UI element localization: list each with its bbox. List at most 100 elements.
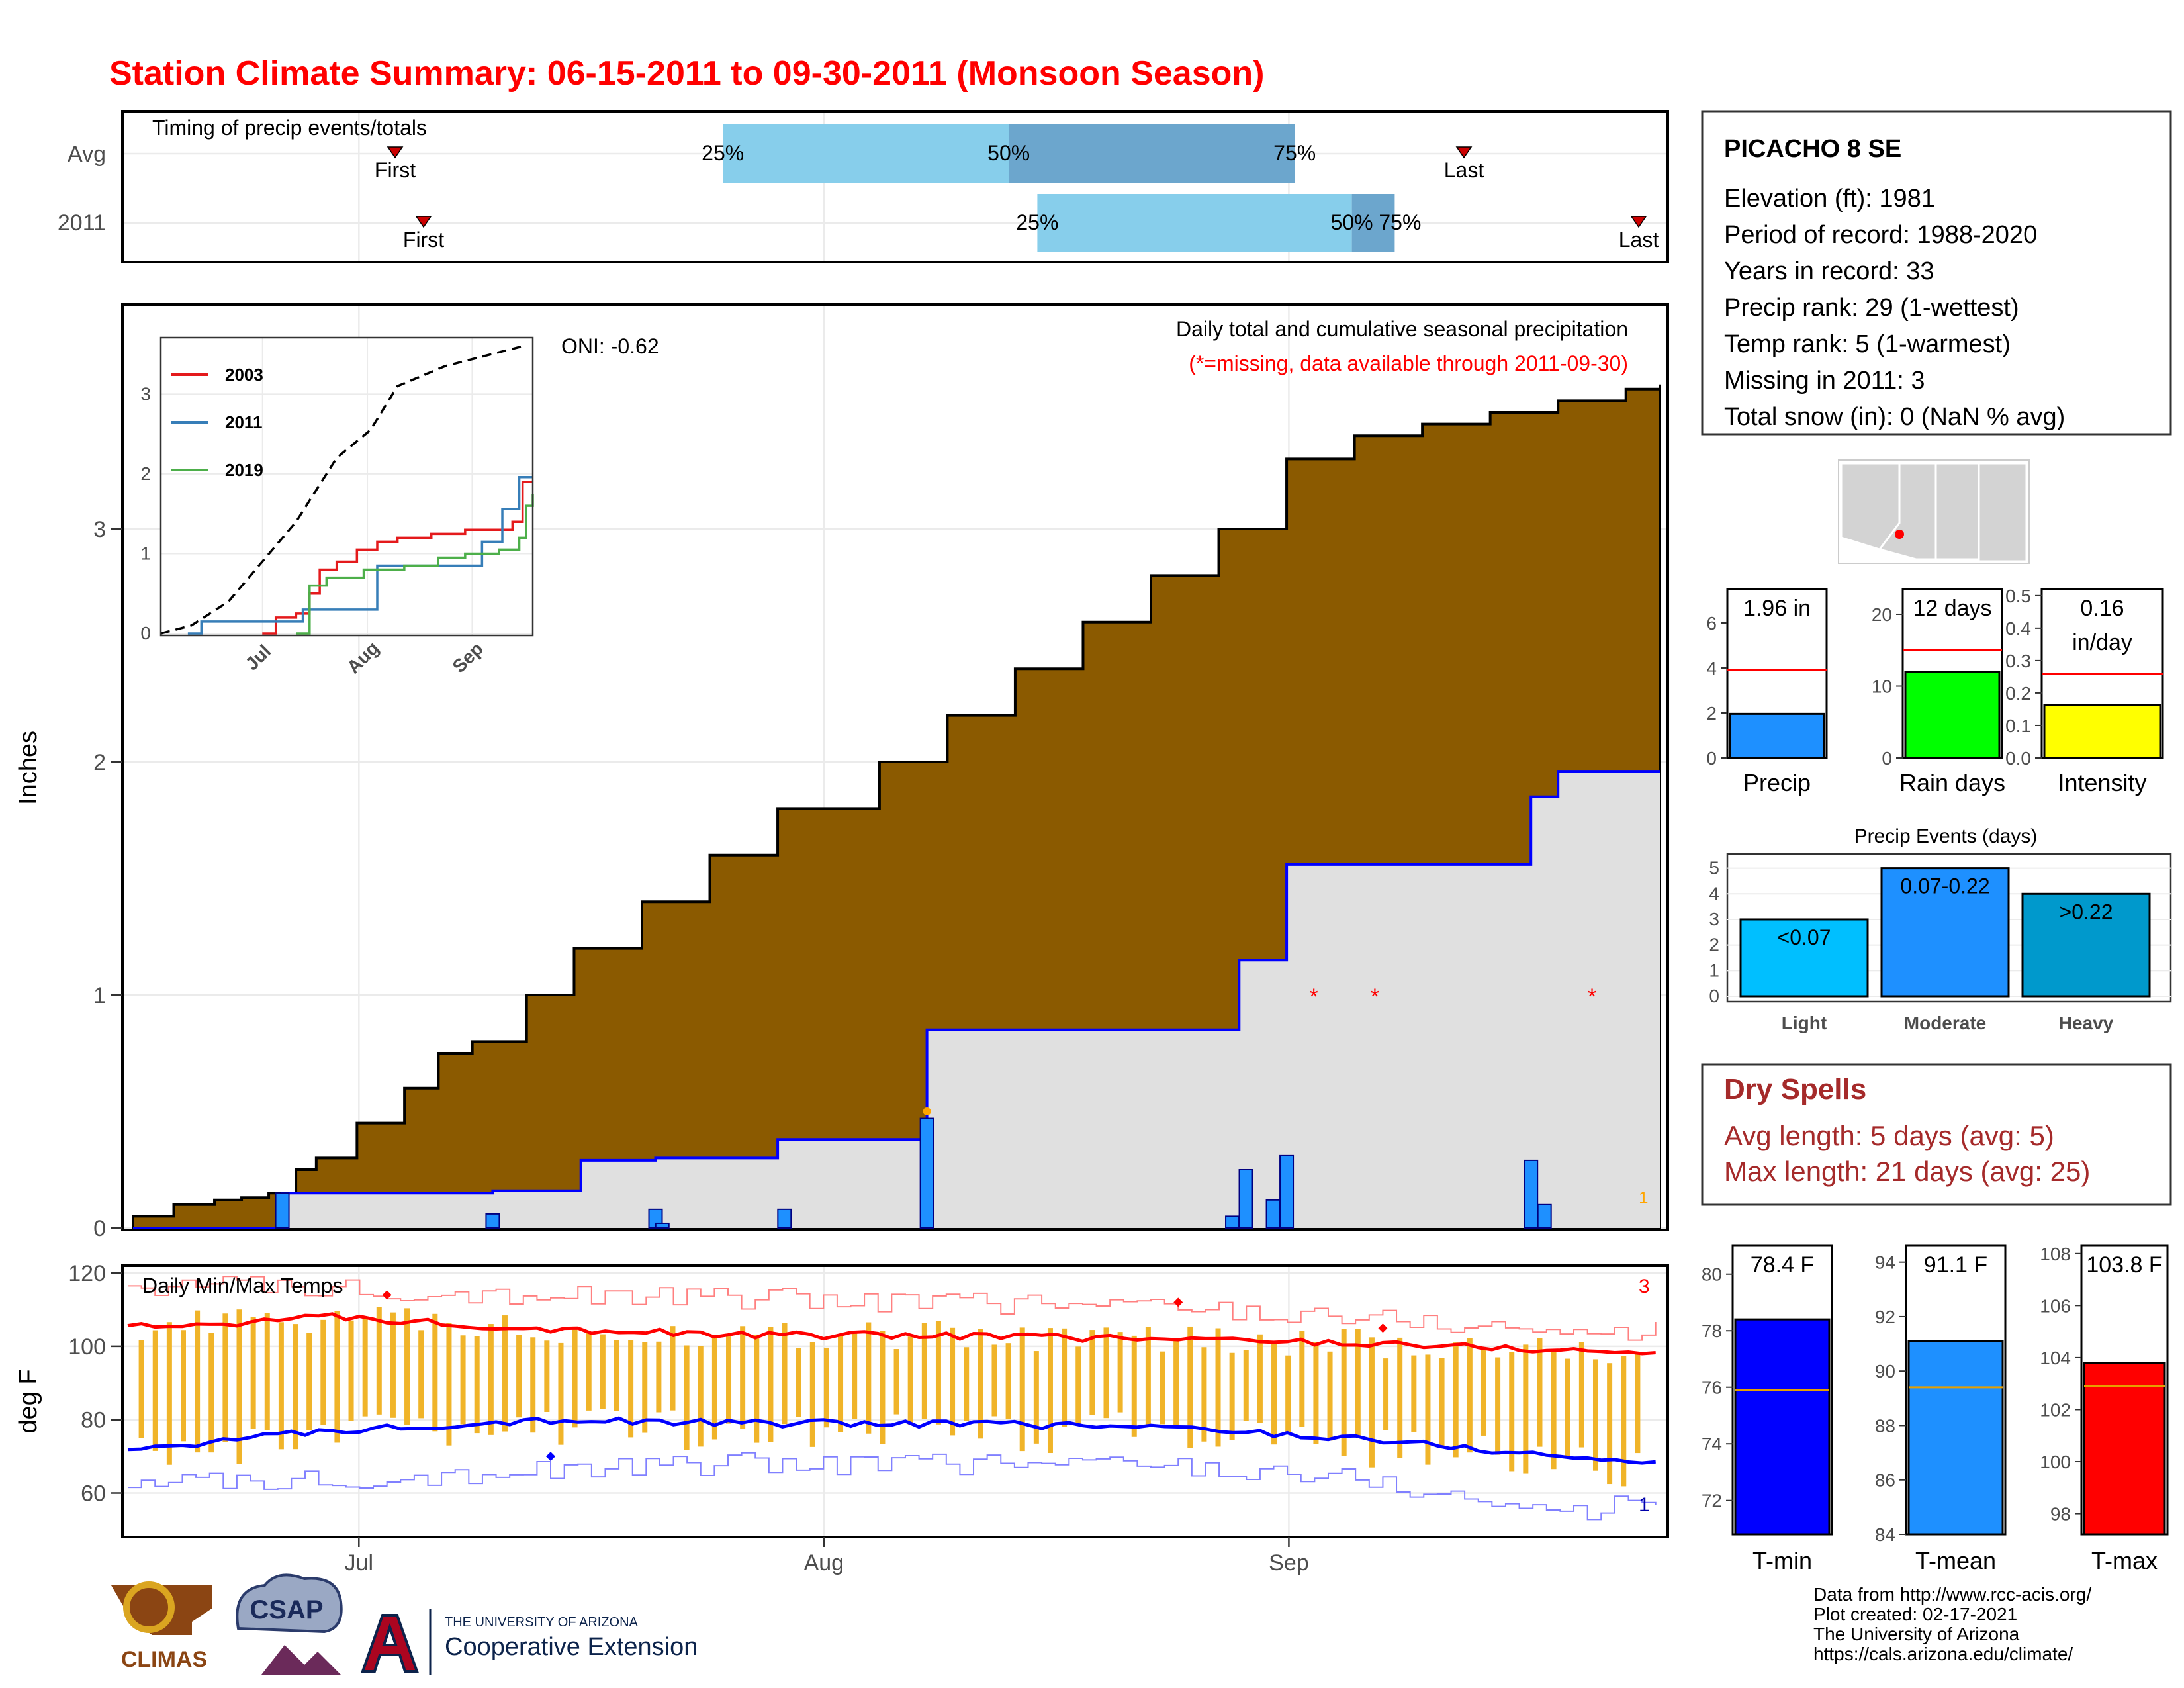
daily-temp-bar-189 xyxy=(1411,1355,1417,1432)
daily-temp-bar-187 xyxy=(1397,1337,1403,1458)
daily-temp-bar-104 xyxy=(838,1335,844,1432)
oni-label: ONI: -0.62 xyxy=(561,334,659,358)
inset-lines xyxy=(160,345,534,635)
station-period: Period of record: 1988-2020 xyxy=(1724,221,2037,249)
daily-temp-bar-180 xyxy=(1355,1329,1361,1437)
events-ytick-4: 4 xyxy=(1709,883,1719,904)
summary-ytick-2-1: 0.1 xyxy=(2005,716,2031,736)
daily-temp-bar-150 xyxy=(1145,1327,1151,1426)
tmax-record-marker-0 xyxy=(382,1290,392,1300)
timing-panel-border xyxy=(121,110,1669,263)
climas-logo: CLIMAS xyxy=(111,1581,212,1672)
inset-legend-label-2019: 2019 xyxy=(225,460,263,480)
inset-grid xyxy=(161,338,533,635)
summary-value-2: 0.16 xyxy=(2080,596,2124,621)
inset-ytick-0: 0 xyxy=(140,623,151,643)
timing-bar-q50-q75-1 xyxy=(1351,194,1395,252)
events-ytick-0: 0 xyxy=(1709,986,1719,1006)
daily-temp-bar-211 xyxy=(1565,1358,1570,1458)
temp-summary-ytick-2-0: 98 xyxy=(2050,1504,2071,1524)
daily-temp-bar-86 xyxy=(711,1335,717,1440)
daily-temp-bar-145 xyxy=(1117,1332,1123,1413)
tmax-record-count: 3 xyxy=(1639,1276,1650,1297)
temp-summary-label-2: T-max xyxy=(2091,1547,2158,1574)
daily-temp-bar-168 xyxy=(1271,1340,1277,1445)
timing-bars: 25% 50% 75% First Last 25% 50% 75% First Last xyxy=(375,124,1659,252)
tmax-record-marker-1 xyxy=(1173,1297,1183,1307)
daily-temp-bar-2 xyxy=(138,1340,144,1438)
tmin-record-count: 1 xyxy=(1639,1494,1650,1516)
daily-temp-bar-31 xyxy=(334,1311,340,1443)
temp-summary-ytick-2-2: 102 xyxy=(2040,1399,2071,1420)
tmin-record-marker-0 xyxy=(546,1452,556,1462)
precip-ytick-3: 3 xyxy=(93,517,106,542)
daily-temp-bar-47 xyxy=(446,1323,452,1446)
timing-row-label-2011: 2011 xyxy=(58,211,106,236)
daily-temp-bar-66 xyxy=(572,1326,578,1428)
daily-temp-bar-123 xyxy=(964,1347,970,1421)
daily-temp-bar-78 xyxy=(656,1341,662,1413)
temp-y-ticks: 60 80 100 120 xyxy=(68,1261,122,1507)
temp-summary-ytick-2-4: 106 xyxy=(2040,1295,2071,1316)
tmax-avg-line xyxy=(127,1312,1656,1356)
current-cumulative-area xyxy=(133,771,1660,1228)
month-label-Aug: Aug xyxy=(804,1550,844,1575)
figure-title: Station Climate Summary: 06-15-2011 to 0… xyxy=(109,54,1264,93)
temp-record-markers xyxy=(382,1290,1388,1462)
daily-temp-bar-201 xyxy=(1495,1357,1501,1455)
temp-summary-ytick-1-0: 84 xyxy=(1875,1524,1895,1545)
temp-ytick-0: 60 xyxy=(81,1481,106,1507)
timing-title: Timing of precip events/totals xyxy=(152,116,427,140)
daily-temp-bar-20 xyxy=(264,1313,270,1430)
dry-spells-max: Max length: 21 days (avg: 25) xyxy=(1724,1156,2090,1187)
daily-temp-bar-53 xyxy=(488,1324,494,1435)
temp-summary-ytick-1-1: 86 xyxy=(1875,1470,1895,1491)
daily-temp-bar-156 xyxy=(1187,1326,1193,1448)
csap-logo: CSAP xyxy=(236,1573,343,1675)
inset-legend-label-2003: 2003 xyxy=(225,365,263,385)
daily-precip-bar-1 xyxy=(485,1213,500,1229)
summary-ytick-0-2: 4 xyxy=(1706,658,1717,679)
events-ytick-5: 5 xyxy=(1709,858,1719,878)
daily-temp-bar-35 xyxy=(362,1316,368,1417)
daily-temp-bar-164 xyxy=(1243,1350,1249,1421)
daily-temp-bar-109 xyxy=(866,1322,872,1434)
temp-summary-value-1: 91.1 F xyxy=(1924,1252,1987,1278)
daily-temp-bar-10 xyxy=(195,1310,201,1453)
temp-summary-ytick-0-4: 80 xyxy=(1702,1264,1722,1285)
daily-temp-bar-162 xyxy=(1229,1352,1235,1440)
daily-temp-bar-57 xyxy=(516,1335,522,1418)
daily-temp-bar-170 xyxy=(1285,1355,1291,1433)
timing-label-25-0: 25% xyxy=(702,141,744,165)
month-label-Sep: Sep xyxy=(1269,1550,1309,1575)
daily-temp-bar-14 xyxy=(222,1313,228,1442)
daily-temp-bar-127 xyxy=(991,1344,997,1417)
summary-value2-2: in/day xyxy=(2072,630,2132,655)
missing-day-marker-2: * xyxy=(1588,984,1596,1009)
daily-temp-bar-80 xyxy=(670,1326,676,1411)
timing-first-label-0: First xyxy=(375,158,416,182)
precip-events-bars: 0 1 2 3 4 5 <0.07 Light 0.07-0.22 Moderate >0.22 He… xyxy=(1709,858,2171,1033)
tmin-record-line xyxy=(128,1452,1657,1521)
daily-temp-bar-49 xyxy=(460,1335,466,1425)
temp-summary-bar-1 xyxy=(1907,1340,2004,1536)
daily-temp-bar-94 xyxy=(768,1327,774,1442)
timing-first-marker-1 xyxy=(415,216,432,228)
summary-ytick-1-1: 10 xyxy=(1872,676,1892,696)
daily-temp-bar-203 xyxy=(1509,1352,1515,1472)
daily-temp-bar-96 xyxy=(782,1323,788,1425)
daily-temp-bar-148 xyxy=(1131,1335,1137,1437)
temp-bars xyxy=(138,1307,1641,1487)
temp-ytick-1: 80 xyxy=(81,1408,106,1433)
daily-temp-bar-18 xyxy=(250,1317,256,1429)
daily-precip-bar-7 xyxy=(1238,1169,1253,1229)
timing-bar-q50-q75-0 xyxy=(1009,124,1295,183)
inset-border xyxy=(159,336,534,637)
dry-spells-avg: Avg length: 5 days (avg: 5) xyxy=(1724,1120,2054,1151)
events-category-1: Moderate xyxy=(1904,1013,1986,1033)
timing-bar-q25-q50-1 xyxy=(1037,194,1352,252)
temp-summary-ytick-2-1: 100 xyxy=(2040,1452,2071,1472)
station-precip-rank: Precip rank: 29 (1-wettest) xyxy=(1724,294,2019,322)
daily-temp-bar-215 xyxy=(1592,1359,1598,1471)
inset-ytick-2: 2 xyxy=(140,463,151,484)
